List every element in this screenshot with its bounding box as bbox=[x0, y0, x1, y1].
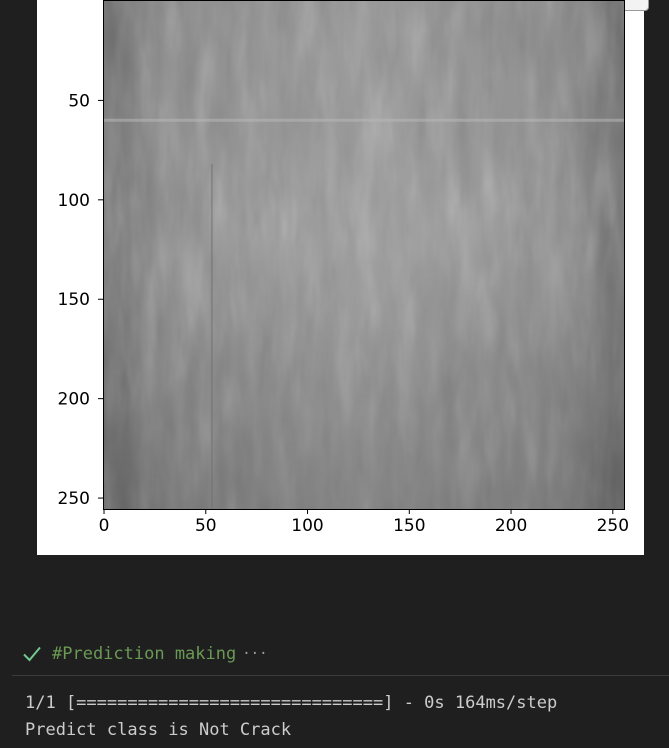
plot-svg: 0 50 100 150 200 250 50 100 150 200 250 bbox=[58, 0, 629, 536]
x-tick-label: 200 bbox=[495, 516, 527, 536]
output-progress-line: 1/1 [==============================] - 0… bbox=[25, 693, 558, 713]
y-tick-label: 250 bbox=[58, 489, 90, 509]
cell-title: #Prediction making bbox=[52, 644, 237, 664]
y-tick-label: 50 bbox=[68, 91, 90, 111]
plot-figure: 0 50 100 150 200 250 50 100 150 200 250 bbox=[37, 0, 649, 555]
more-icon[interactable]: ··· bbox=[242, 646, 268, 662]
y-tick-label: 200 bbox=[58, 390, 90, 410]
axes-frame bbox=[103, 0, 625, 510]
x-tick-label: 0 bbox=[99, 516, 110, 536]
x-tick-label: 150 bbox=[393, 516, 425, 536]
cell-output: 1/1 [==============================] - 0… bbox=[25, 690, 557, 744]
output-result-line: Predict class is Not Crack bbox=[25, 720, 292, 740]
cell-status-row[interactable]: #Prediction making ··· bbox=[22, 640, 268, 668]
x-tick-label: 250 bbox=[597, 516, 629, 536]
x-axis: 0 50 100 150 200 250 bbox=[99, 509, 629, 536]
y-tick-label: 100 bbox=[58, 191, 90, 211]
output-divider bbox=[12, 675, 669, 676]
concrete-image bbox=[103, 0, 624, 509]
x-tick-label: 100 bbox=[291, 516, 323, 536]
y-axis: 50 100 150 200 250 bbox=[58, 91, 103, 509]
x-tick-label: 50 bbox=[195, 516, 217, 536]
check-icon bbox=[23, 646, 41, 662]
y-tick-label: 150 bbox=[58, 290, 90, 310]
